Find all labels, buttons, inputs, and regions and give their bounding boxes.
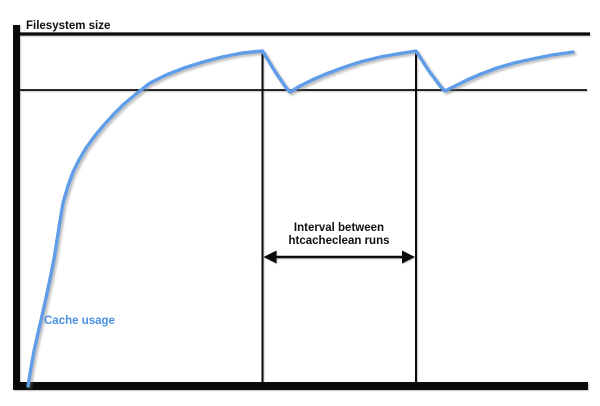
x-axis [13, 382, 588, 390]
y-axis [13, 25, 20, 390]
interval-label-line1: Interval between [293, 222, 385, 234]
interval-label: Interval between htcacheclean runs [289, 222, 390, 247]
interval-label-line2: htcacheclean runs [288, 234, 390, 247]
filesystem-size-label: Filesystem size [26, 20, 111, 32]
cache-usage-curve [26, 49, 575, 388]
interval-arrow [263, 250, 415, 264]
cache-usage-label: Cache usage [44, 315, 115, 327]
axes-and-lines [13, 25, 590, 390]
